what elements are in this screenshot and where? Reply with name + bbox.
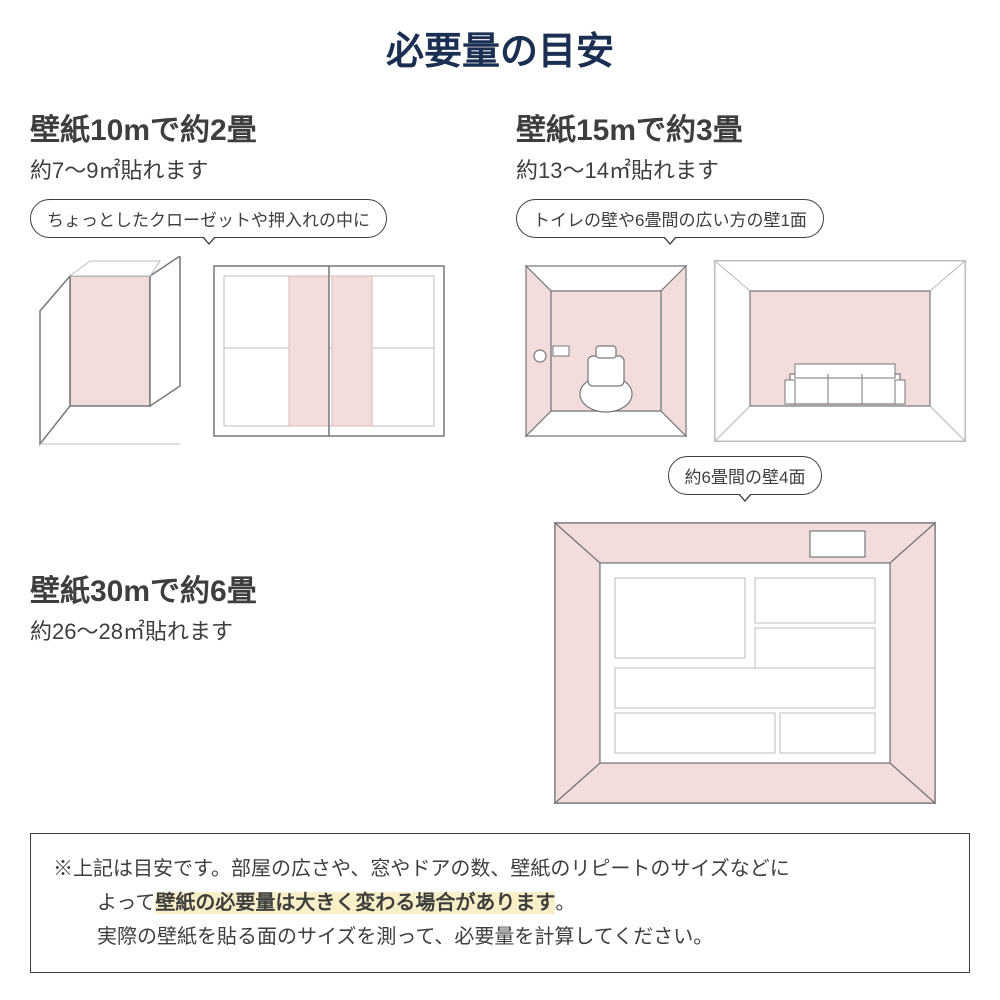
block-10m-sub: 約7～9㎡貼れます [30,153,476,185]
page-title: 必要量の目安 [30,20,970,75]
note-line3: 実際の壁紙を貼る面のサイズを測って、必要量を計算してください。 [53,920,947,954]
sliding-closet-diagram [204,256,454,446]
note-box: ※上記は目安です。部屋の広さや、窓やドアの数、壁紙のリピートのサイズなどに よっ… [30,833,970,973]
block-10m-illustrations [30,256,476,446]
closet-diagram [30,256,190,446]
block-10m-caption: ちょっとしたクローゼットや押入れの中に [30,199,387,238]
top-row: 壁紙10mで約2畳 約7～9㎡貼れます ちょっとしたクローゼットや押入れの中に [30,105,970,446]
room-four-walls-diagram [545,513,945,813]
mid-row: 壁紙30mで約6畳 約26～28㎡貼れます 約6畳間の壁4面 [30,456,970,813]
block-30m-sub: 約26～28㎡貼れます [30,614,480,646]
note-line2a: よって [97,892,155,914]
block-15m-caption: トイレの壁や6畳間の広い方の壁1面 [516,199,824,238]
note-line2: よって壁紙の必要量は大きく変わる場合があります。 [53,886,947,920]
block-30m-title: 壁紙30mで約6畳 [30,566,480,610]
block-30m-text: 壁紙30mで約6畳 約26～28㎡貼れます [30,456,480,660]
block-15m-title: 壁紙15mで約3畳 [516,105,970,149]
block-30m-illustration: 約6畳間の壁4面 [520,456,970,813]
block-10m: 壁紙10mで約2畳 約7～9㎡貼れます ちょっとしたクローゼットや押入れの中に [30,105,476,446]
block-15m-illustrations [516,256,970,446]
toilet-room-diagram [516,256,696,446]
block-15m-sub: 約13～14㎡貼れます [516,153,970,185]
block-10m-title: 壁紙10mで約2畳 [30,105,476,149]
room-one-wall-diagram [710,256,970,446]
note-line1: ※上記は目安です。部屋の広さや、窓やドアの数、壁紙のリピートのサイズなどに [53,858,790,880]
block-15m: 壁紙15mで約3畳 約13～14㎡貼れます トイレの壁や6畳間の広い方の壁1面 [516,105,970,446]
note-line2c: 。 [555,892,575,914]
note-highlight: 壁紙の必要量は大きく変わる場合があります [155,892,555,914]
block-30m-caption: 約6畳間の壁4面 [668,456,823,495]
